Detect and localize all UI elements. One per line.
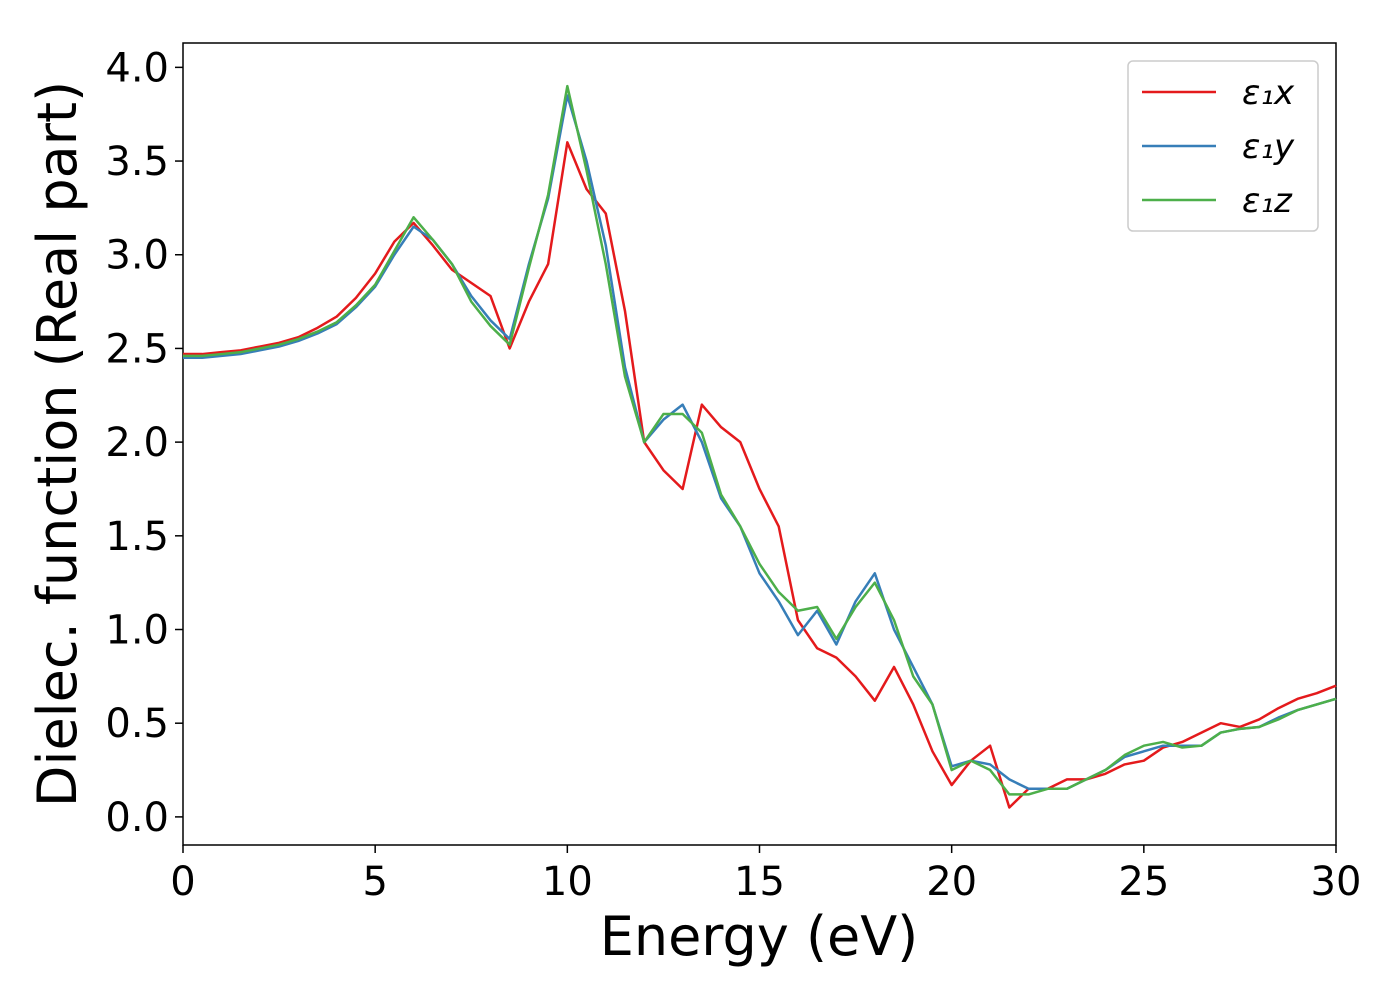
y-tick-label: 2.0 — [105, 420, 169, 466]
y-tick-label: 0.5 — [105, 701, 169, 747]
line-series — [183, 94, 1337, 791]
y-tick-label: 0.0 — [105, 795, 169, 841]
y-axis-label: Dielec. function (Real part) — [26, 81, 89, 807]
x-tick-label: 20 — [926, 859, 977, 905]
legend-box — [1127, 60, 1319, 232]
legend-label: ε₁y — [1242, 127, 1295, 167]
legend-label: ε₁x — [1242, 73, 1295, 113]
x-tick-label: 5 — [362, 859, 387, 905]
line-series — [183, 141, 1337, 809]
line-series — [183, 84, 1337, 796]
y-tick-label: 3.5 — [105, 139, 169, 185]
y-tick-label: 4.0 — [105, 45, 169, 91]
x-axis-label: Energy (eV) — [600, 905, 919, 968]
legend: ε₁x ε₁y ε₁z — [1127, 60, 1319, 232]
x-tick-label: 10 — [542, 859, 593, 905]
x-tick-label: 25 — [1118, 859, 1169, 905]
y-tick-label: 1.0 — [105, 608, 169, 654]
x-tick-label: 30 — [1311, 859, 1362, 905]
legend-label: ε₁z — [1242, 181, 1293, 221]
y-tick-label: 2.5 — [105, 326, 169, 372]
y-tick-label: 1.5 — [105, 514, 169, 560]
x-tick-label: 15 — [734, 859, 785, 905]
y-tick-label: 3.0 — [105, 233, 169, 279]
x-tick-label: 0 — [170, 859, 195, 905]
